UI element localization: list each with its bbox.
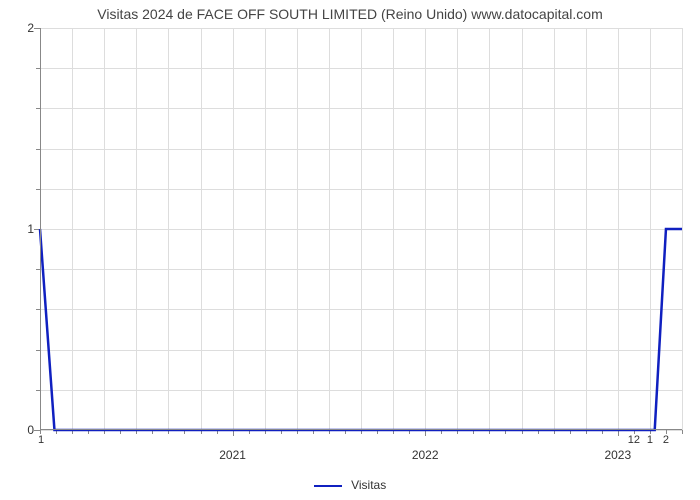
y-tick-label: 1 [27, 222, 34, 236]
y-tick-label: 0 [27, 423, 34, 437]
x-month-label: 2 [663, 434, 669, 446]
x-month-label: 12 [628, 434, 640, 446]
x-tick-label: 2023 [604, 448, 631, 462]
axis-border [40, 28, 682, 430]
legend-swatch [314, 485, 342, 487]
legend-label: Visitas [351, 478, 386, 492]
visits-chart: Visitas 2024 de FACE OFF SOUTH LIMITED (… [0, 0, 700, 500]
x-tick-label: 2022 [412, 448, 439, 462]
plot-area: 012 202120222023 1212 1 [40, 28, 682, 430]
x-tick-label: 2021 [219, 448, 246, 462]
y-tick-label: 2 [27, 21, 34, 35]
x-month-label: 1 [647, 434, 653, 446]
chart-title: Visitas 2024 de FACE OFF SOUTH LIMITED (… [0, 6, 700, 22]
x-first-month-label: 1 [38, 434, 44, 446]
legend: Visitas [0, 478, 700, 492]
